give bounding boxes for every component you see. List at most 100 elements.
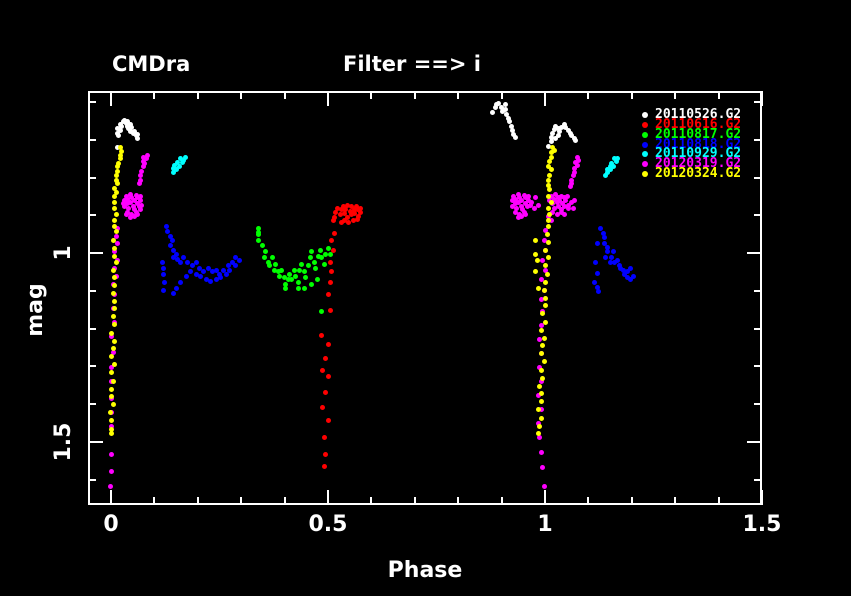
data-point: [561, 121, 567, 127]
data-point: [225, 263, 231, 269]
data-point: [327, 252, 333, 258]
data-point: [533, 269, 539, 275]
data-point: [541, 287, 547, 293]
data-point: [564, 193, 570, 199]
x-axis-tick: [284, 497, 286, 505]
data-point: [232, 263, 238, 269]
data-point: [572, 165, 578, 171]
data-point: [255, 237, 261, 243]
data-point: [631, 273, 637, 279]
y-axis-tick: [754, 328, 762, 330]
data-point: [218, 275, 224, 281]
data-point: [545, 205, 551, 211]
data-point: [513, 209, 519, 215]
data-point: [320, 367, 326, 373]
data-point: [110, 291, 116, 297]
y-tick-label: 1: [51, 245, 76, 261]
data-point: [570, 173, 576, 179]
data-point: [111, 193, 117, 199]
plot-title-filter: Filter ==> i: [343, 52, 481, 76]
data-point: [540, 311, 546, 317]
legend-label: 20120319.G2: [655, 156, 742, 172]
x-axis-label: Phase: [387, 558, 463, 583]
data-point: [538, 367, 544, 373]
data-point: [536, 431, 542, 437]
data-point: [508, 123, 514, 129]
y-axis-tick: [754, 365, 762, 367]
data-point: [134, 136, 140, 142]
data-point: [539, 391, 545, 397]
data-point: [515, 215, 521, 221]
legend-item: 20110817.G2: [638, 128, 778, 141]
data-point: [594, 284, 600, 290]
data-point: [127, 215, 133, 221]
data-point: [269, 255, 275, 261]
data-point: [124, 201, 130, 207]
data-point: [523, 211, 529, 217]
data-point: [542, 263, 548, 269]
data-point: [571, 169, 577, 175]
data-point: [160, 287, 166, 293]
data-point: [533, 237, 539, 243]
x-axis-tick: [544, 490, 546, 505]
data-point: [534, 257, 540, 263]
data-point: [523, 195, 529, 201]
legend-item: 20110929.G2: [638, 147, 778, 160]
data-point: [595, 241, 601, 247]
data-point: [515, 191, 521, 197]
data-point: [135, 131, 141, 137]
data-point: [118, 127, 124, 133]
data-point: [131, 197, 137, 203]
data-point: [547, 211, 553, 217]
x-axis-tick: [761, 490, 763, 505]
data-point: [541, 359, 547, 365]
data-point: [539, 323, 545, 329]
data-point: [325, 245, 331, 251]
data-point: [289, 277, 295, 283]
data-point: [328, 269, 334, 275]
data-point: [332, 230, 338, 236]
data-point: [553, 191, 559, 197]
data-point: [127, 191, 133, 197]
y-tick-label: 1.5: [51, 422, 76, 462]
data-point: [323, 389, 329, 395]
data-point: [538, 415, 544, 421]
data-point: [307, 255, 313, 261]
data-point: [613, 158, 619, 164]
data-point: [112, 298, 118, 304]
data-point: [546, 163, 552, 169]
data-point: [111, 306, 117, 312]
data-point: [309, 249, 315, 255]
x-axis-tick: [153, 497, 155, 505]
data-point: [255, 225, 261, 231]
data-point: [112, 223, 118, 229]
data-point: [512, 134, 518, 140]
data-point: [321, 261, 327, 267]
data-point: [568, 199, 574, 205]
data-point: [550, 144, 556, 150]
data-point: [540, 375, 546, 381]
x-axis-tick: [587, 497, 589, 505]
data-point: [308, 281, 314, 287]
data-point: [565, 202, 571, 208]
data-point: [285, 277, 291, 283]
data-point: [546, 143, 552, 149]
data-point: [137, 177, 143, 183]
data-point: [113, 189, 119, 195]
data-point: [552, 147, 558, 153]
data-point: [609, 254, 615, 260]
data-point: [132, 128, 138, 134]
data-point: [130, 203, 136, 209]
data-point: [301, 269, 307, 275]
data-point: [265, 259, 271, 265]
data-point: [277, 273, 283, 279]
data-point: [313, 265, 319, 271]
data-point: [603, 173, 609, 179]
data-point: [111, 217, 117, 223]
y-axis-tick: [747, 252, 762, 254]
data-point: [576, 157, 582, 163]
data-point: [127, 121, 133, 127]
data-point: [317, 247, 323, 253]
data-point: [345, 202, 351, 208]
